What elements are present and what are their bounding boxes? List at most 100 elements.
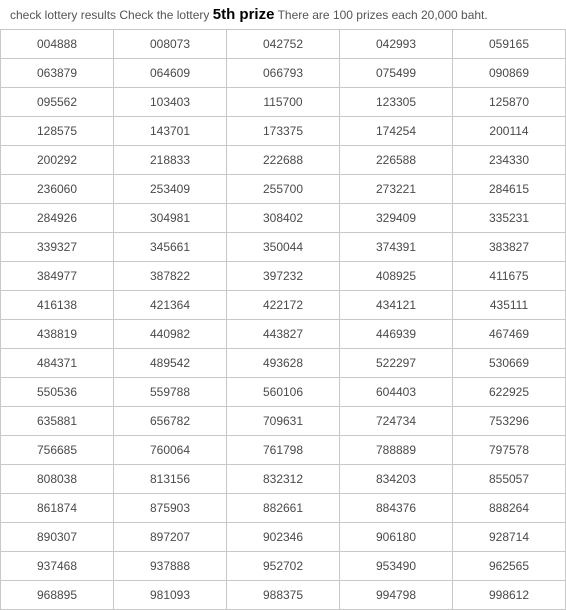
- table-row: 937468937888952702953490962565: [0, 552, 566, 581]
- table-cell: 335231: [453, 204, 566, 233]
- table-cell: 345661: [114, 233, 227, 262]
- table-cell: 008073: [114, 30, 227, 59]
- table-cell: 560106: [227, 378, 340, 407]
- table-cell: 882661: [227, 494, 340, 523]
- table-cell: 064609: [114, 59, 227, 88]
- table-cell: 522297: [340, 349, 453, 378]
- table-row: 200292218833222688226588234330: [0, 146, 566, 175]
- table-cell: 416138: [0, 291, 114, 320]
- table-row: 063879064609066793075499090869: [0, 59, 566, 88]
- table-cell: 174254: [340, 117, 453, 146]
- table-cell: 813156: [114, 465, 227, 494]
- table-cell: 902346: [227, 523, 340, 552]
- table-cell: 125870: [453, 88, 566, 117]
- table-cell: 962565: [453, 552, 566, 581]
- table-cell: 253409: [114, 175, 227, 204]
- table-cell: 339327: [0, 233, 114, 262]
- table-cell: 384977: [0, 262, 114, 291]
- table-cell: 329409: [340, 204, 453, 233]
- table-cell: 928714: [453, 523, 566, 552]
- table-cell: 434121: [340, 291, 453, 320]
- table-row: 550536559788560106604403622925: [0, 378, 566, 407]
- table-cell: 200292: [0, 146, 114, 175]
- table-row: 284926304981308402329409335231: [0, 204, 566, 233]
- table-cell: 075499: [340, 59, 453, 88]
- table-cell: 374391: [340, 233, 453, 262]
- table-cell: 387822: [114, 262, 227, 291]
- table-row: 635881656782709631724734753296: [0, 407, 566, 436]
- table-cell: 273221: [340, 175, 453, 204]
- table-row: 890307897207902346906180928714: [0, 523, 566, 552]
- table-cell: 656782: [114, 407, 227, 436]
- table-cell: 788889: [340, 436, 453, 465]
- table-cell: 635881: [0, 407, 114, 436]
- table-cell: 408925: [340, 262, 453, 291]
- table-cell: 255700: [227, 175, 340, 204]
- table-cell: 446939: [340, 320, 453, 349]
- table-cell: 559788: [114, 378, 227, 407]
- table-cell: 897207: [114, 523, 227, 552]
- table-cell: 200114: [453, 117, 566, 146]
- table-cell: 998612: [453, 581, 566, 610]
- table-cell: 530669: [453, 349, 566, 378]
- prize-label: 5th prize: [213, 6, 275, 23]
- table-cell: 422172: [227, 291, 340, 320]
- table-cell: 761798: [227, 436, 340, 465]
- table-cell: 493628: [227, 349, 340, 378]
- table-cell: 236060: [0, 175, 114, 204]
- table-cell: 709631: [227, 407, 340, 436]
- table-cell: 284926: [0, 204, 114, 233]
- table-cell: 855057: [453, 465, 566, 494]
- table-cell: 884376: [340, 494, 453, 523]
- table-cell: 906180: [340, 523, 453, 552]
- table-cell: 968895: [0, 581, 114, 610]
- table-cell: 421364: [114, 291, 227, 320]
- table-cell: 435111: [453, 291, 566, 320]
- table-cell: 489542: [114, 349, 227, 378]
- table-cell: 222688: [227, 146, 340, 175]
- table-cell: 888264: [453, 494, 566, 523]
- table-cell: 937888: [114, 552, 227, 581]
- table-cell: 832312: [227, 465, 340, 494]
- table-cell: 350044: [227, 233, 340, 262]
- table-cell: 411675: [453, 262, 566, 291]
- table-cell: 103403: [114, 88, 227, 117]
- table-cell: 218833: [114, 146, 227, 175]
- table-cell: 753296: [453, 407, 566, 436]
- table-cell: 981093: [114, 581, 227, 610]
- table-row: 236060253409255700273221284615: [0, 175, 566, 204]
- table-cell: 952702: [227, 552, 340, 581]
- table-row: 808038813156832312834203855057: [0, 465, 566, 494]
- table-row: 438819440982443827446939467469: [0, 320, 566, 349]
- table-cell: 724734: [340, 407, 453, 436]
- table-cell: 756685: [0, 436, 114, 465]
- table-row: 128575143701173375174254200114: [0, 117, 566, 146]
- table-cell: 797578: [453, 436, 566, 465]
- table-cell: 438819: [0, 320, 114, 349]
- table-cell: 760064: [114, 436, 227, 465]
- table-cell: 808038: [0, 465, 114, 494]
- results-header: check lottery results Check the lottery …: [0, 0, 566, 30]
- table-cell: 550536: [0, 378, 114, 407]
- table-cell: 953490: [340, 552, 453, 581]
- table-row: 095562103403115700123305125870: [0, 88, 566, 117]
- header-suffix: There are 100 prizes each 20,000 baht.: [278, 8, 488, 22]
- table-cell: 440982: [114, 320, 227, 349]
- table-cell: 123305: [340, 88, 453, 117]
- table-cell: 042993: [340, 30, 453, 59]
- table-cell: 861874: [0, 494, 114, 523]
- table-cell: 304981: [114, 204, 227, 233]
- table-row: 861874875903882661884376888264: [0, 494, 566, 523]
- table-cell: 063879: [0, 59, 114, 88]
- table-row: 968895981093988375994798998612: [0, 581, 566, 610]
- table-cell: 128575: [0, 117, 114, 146]
- header-prefix: check lottery results Check the lottery: [10, 8, 209, 22]
- table-cell: 890307: [0, 523, 114, 552]
- table-cell: 066793: [227, 59, 340, 88]
- table-cell: 042752: [227, 30, 340, 59]
- lottery-results-container: check lottery results Check the lottery …: [0, 0, 566, 610]
- table-cell: 443827: [227, 320, 340, 349]
- table-cell: 937468: [0, 552, 114, 581]
- table-cell: 308402: [227, 204, 340, 233]
- table-cell: 604403: [340, 378, 453, 407]
